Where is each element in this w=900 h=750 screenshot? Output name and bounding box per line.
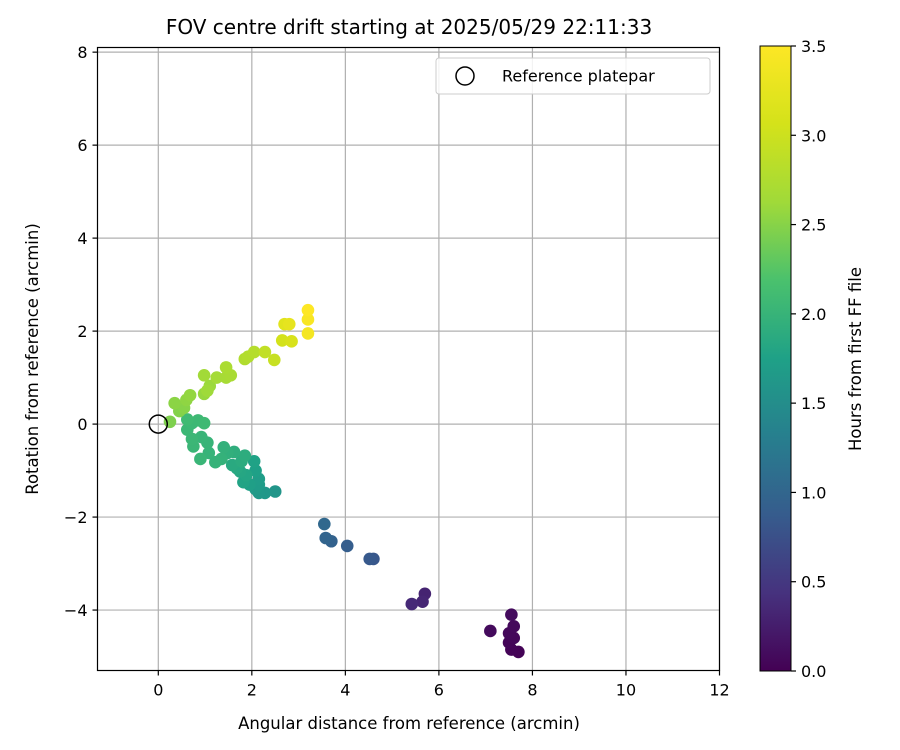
data-point: [163, 415, 177, 429]
reference-platepar-marker: [148, 414, 169, 434]
legend-entry-reference-platepar: Reference platepar: [502, 67, 655, 86]
colorbar-tick-label: 2.0: [801, 305, 826, 324]
data-point: [247, 454, 261, 468]
data-point: [249, 464, 262, 477]
x-tick-label: 0: [153, 681, 163, 700]
colorbar-title: Hours from first FF file: [846, 267, 865, 451]
legend: Reference platepar: [435, 57, 711, 95]
colorbar-tick-label: 2.5: [801, 216, 826, 235]
colorbar: 0.0 0.5 1.0 1.5 2.0 2.5 3.0 3.5 Hours from firs…: [759, 37, 865, 681]
legend-marker-open-circle: [455, 66, 475, 86]
data-point: [197, 368, 211, 382]
colorbar-tick-label: 0.0: [801, 662, 826, 681]
y-tick-label: 4: [77, 229, 87, 248]
data-point: [405, 597, 419, 611]
chart-title: FOV centre drift starting at 2025/05/29 …: [166, 15, 652, 39]
data-point: [185, 432, 199, 446]
x-tick-label: 2: [247, 681, 257, 700]
x-tick-label: 8: [527, 681, 537, 700]
colorbar-gradient: [759, 45, 792, 672]
data-point: [285, 335, 298, 348]
y-tick-label: 0: [77, 415, 87, 434]
y-axis-title: Rotation from reference (arcmin): [23, 223, 42, 495]
data-point: [210, 371, 224, 384]
data-point: [275, 334, 289, 347]
data-point: [197, 416, 211, 430]
y-tick-label: −2: [64, 508, 88, 527]
data-point: [194, 452, 207, 466]
data-point: [209, 455, 222, 469]
y-tick-label: 2: [77, 322, 87, 341]
data-point: [168, 396, 181, 410]
data-point: [301, 327, 315, 340]
y-tick-label: 6: [77, 136, 87, 155]
data-point: [301, 303, 315, 317]
x-axis-ticks: 0 2 4 6 8 10 12: [153, 670, 730, 700]
colorbar-ticks: 0.0 0.5 1.0 1.5 2.0 2.5 3.0 3.5: [791, 37, 826, 681]
y-tick-label: 8: [77, 43, 87, 62]
data-point: [507, 620, 521, 633]
x-tick-label: 10: [616, 681, 636, 700]
data-point: [505, 608, 518, 622]
data-point: [416, 595, 429, 608]
data-point: [258, 345, 272, 359]
colorbar-tick-label: 0.5: [801, 573, 826, 592]
colorbar-tick-label: 3.5: [801, 37, 826, 56]
legend-box: [435, 57, 711, 95]
data-point: [195, 430, 208, 444]
data-point: [363, 552, 376, 566]
data-point: [180, 413, 194, 426]
data-point: [282, 317, 296, 331]
data-point: [318, 517, 331, 531]
plot-frame: [96, 46, 721, 672]
data-point: [247, 345, 261, 359]
y-tick-label: −4: [64, 601, 88, 620]
data-point: [183, 388, 197, 402]
x-tick-label: 12: [709, 681, 729, 700]
x-tick-label: 4: [340, 681, 350, 700]
data-point: [301, 313, 315, 326]
data-point: [319, 531, 333, 545]
data-point: [267, 353, 281, 367]
x-axis-title: Angular distance from reference (arcmin): [238, 714, 580, 733]
data-point: [238, 449, 252, 463]
data-point: [217, 441, 231, 454]
colorbar-tick-label: 1.5: [801, 394, 826, 413]
x-tick-label: 6: [434, 681, 444, 700]
grid-lines: [97, 47, 721, 671]
colorbar-tick-label: 1.0: [801, 483, 826, 502]
data-point: [484, 624, 497, 638]
data-point: [268, 485, 282, 498]
data-points: [148, 303, 525, 659]
colorbar-tick-label: 3.0: [801, 126, 826, 145]
data-point: [219, 361, 233, 374]
data-point: [201, 384, 214, 397]
y-axis-ticks: −4 −2 0 2 4 6 8: [64, 43, 98, 620]
data-point: [340, 539, 354, 553]
